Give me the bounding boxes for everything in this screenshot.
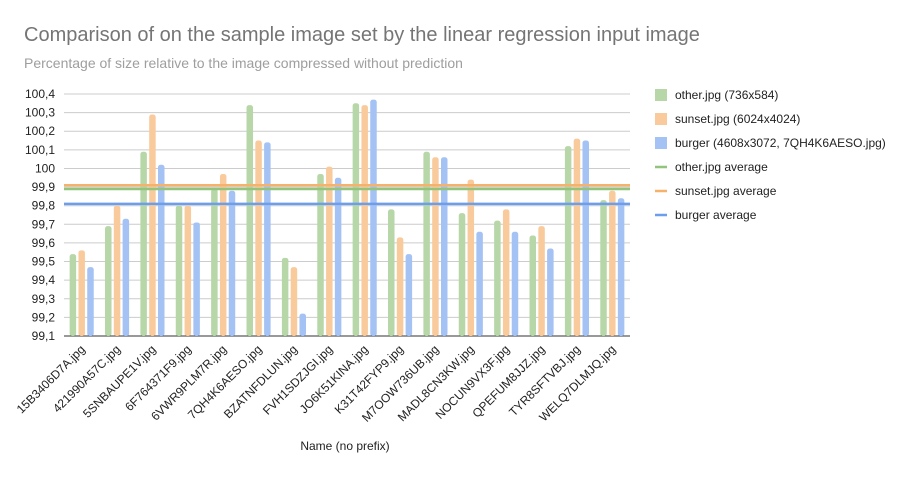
legend-label-series-2: sunset.jpg (6024x4024) [675,112,800,126]
bar-series-2 [220,174,227,336]
y-tick-label: 99,5 [32,255,56,269]
bar-series-3 [158,165,165,336]
bar-series-3 [547,249,554,336]
bar-series-2 [503,209,510,336]
gridlines [64,94,630,336]
bar-series-1 [353,103,360,336]
legend-swatch-series-2 [655,113,667,125]
bar-series-1 [530,235,537,336]
bar-series-3 [618,198,625,336]
y-tick-label: 100 [35,161,55,175]
bar-series-1 [388,209,395,336]
bar-series-1 [105,226,112,336]
bar-series-2 [574,139,581,336]
legend-label-average-1: other.jpg average [675,160,768,174]
average-lines [64,185,630,204]
y-tick-label: 99,1 [32,329,56,343]
legend-swatch-series-3 [655,137,667,149]
bar-series-3 [406,254,413,336]
bar-series-3 [582,141,589,336]
bar-series-1 [317,174,324,336]
bar-series-2 [326,167,333,336]
bar-series-3 [229,191,236,336]
bar-series-2 [291,267,298,336]
y-tick-label: 100,1 [25,143,55,157]
legend-label-series-1: other.jpg (736x584) [675,88,778,102]
y-tick-label: 100,4 [25,87,55,101]
bar-series-2 [361,105,368,336]
bar-series-1 [176,206,183,336]
bar-series-3 [335,178,342,336]
bar-series-1 [282,258,289,336]
bar-series-1 [565,146,572,336]
bar-series-3 [299,314,306,336]
x-axis-title: Name (no prefix) [300,439,389,453]
bar-series-2 [255,141,262,336]
bar-series-3 [87,267,94,336]
bar-series-1 [423,152,430,336]
bar-series-3 [264,142,271,336]
bar-series-2 [149,114,156,336]
bar-series-2 [185,206,192,336]
bar-series-2 [538,226,545,336]
legend: other.jpg (736x584) sunset.jpg (6024x4024… [655,88,886,222]
bar-series-1 [459,213,466,336]
bar-series-3 [512,232,519,336]
bar-series-1 [140,152,147,336]
y-tick-label: 100,3 [25,106,55,120]
bar-series-3 [193,222,200,336]
bar-series-1 [494,221,501,336]
bar-series-3 [476,232,483,336]
legend-label-series-3: burger (4608x3072, 7QH4K6AESO.jpg) [675,136,886,150]
y-tick-label: 99,2 [32,310,56,324]
y-tick-label: 100,2 [25,124,55,138]
x-axis-tick-labels: 15B3406D7A.jpg421990A57C.jpg5SNBAUPE1V.j… [14,342,619,425]
y-tick-label: 99,6 [32,236,56,250]
bar-series-2 [114,206,121,336]
bar-series-3 [123,219,130,336]
bar-series-1 [211,189,218,336]
y-tick-label: 99,7 [32,217,56,231]
y-tick-label: 99,4 [32,273,56,287]
legend-swatch-series-1 [655,89,667,101]
bar-series-1 [247,105,254,336]
y-axis-tick-labels: 99,1 99,2 99,3 99,4 99,5 99,6 99,7 99,8 99,9 100 1… [25,87,55,343]
bar-series-2 [78,250,85,336]
bar-series-1 [600,200,607,336]
bar-series-2 [609,191,616,336]
y-tick-label: 99,9 [32,180,56,194]
bars [70,100,625,336]
bar-series-2 [397,237,404,336]
y-tick-label: 99,8 [32,199,56,213]
legend-label-average-2: sunset.jpg average [675,184,777,198]
bar-series-3 [370,100,377,336]
y-tick-label: 99,3 [32,292,56,306]
legend-label-average-3: burger average [675,208,757,222]
bar-series-1 [70,254,77,336]
